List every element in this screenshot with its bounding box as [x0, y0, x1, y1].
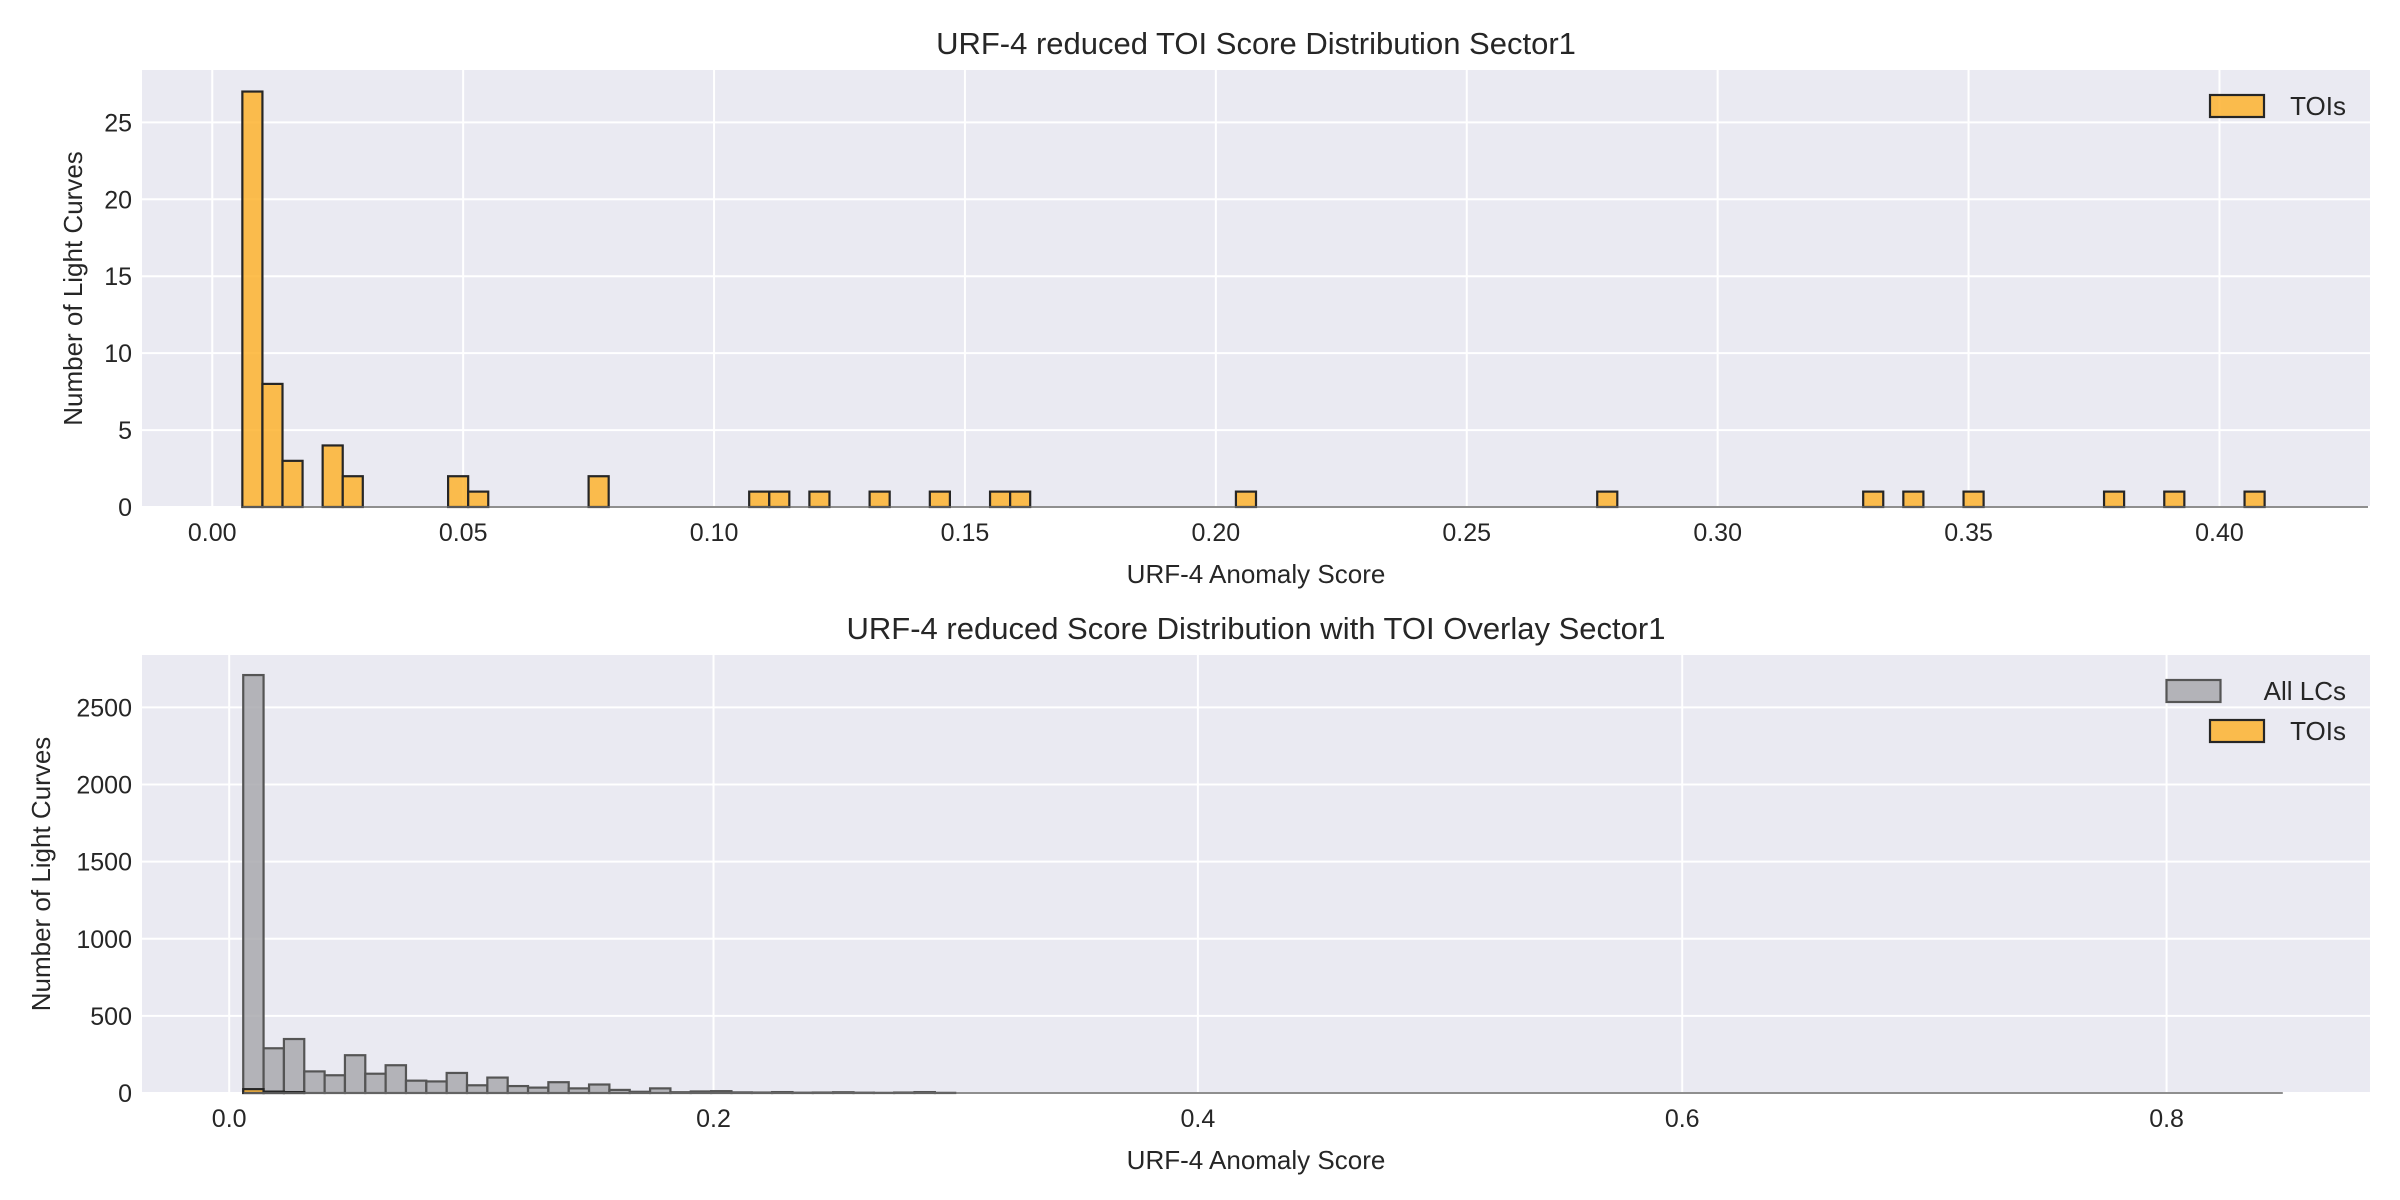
bar-tois [2243, 490, 2266, 509]
bars [241, 90, 2368, 509]
x-tick-label: 0.0 [212, 1105, 247, 1133]
x-tick-label: 0.35 [1944, 519, 1993, 547]
chart-panel-toi-distribution: 0.00 0.05 0.10 0.15 0.20 0.25 0.30 0.35 0.40 0 5 1… [58, 26, 2370, 589]
y-tick-label: 500 [90, 1003, 132, 1031]
legend-swatch [2208, 718, 2266, 744]
x-tick-labels: 0.00 0.05 0.10 0.15 0.20 0.25 0.30 0.35 0.40 [188, 519, 2244, 547]
chart-title: URF-4 reduced TOI Score Distribution Sec… [936, 26, 1576, 61]
x-tick-label: 0.30 [1693, 519, 1742, 547]
legend-label: All LCs [2264, 676, 2346, 706]
bar-all-lcs [587, 1083, 611, 1095]
bar-tois [768, 490, 791, 509]
bar-tois [868, 490, 891, 509]
y-tick-label: 20 [104, 186, 132, 214]
bar-all-lcs [282, 1037, 306, 1095]
bar-all-lcs [404, 1079, 428, 1095]
bars [242, 673, 2283, 1095]
y-tick-labels: 0 500 1000 1500 2000 2500 [76, 694, 132, 1108]
bar-tois [928, 490, 952, 509]
bar-tois [281, 459, 304, 509]
bar-all-lcs [384, 1064, 408, 1095]
bar-all-lcs [506, 1084, 530, 1095]
y-tick-labels: 0 5 10 15 20 25 [104, 109, 132, 522]
y-tick-label: 15 [104, 263, 132, 291]
legend-label: TOIs [2290, 716, 2346, 746]
x-tick-label: 0.15 [941, 519, 990, 547]
bar-all-lcs [262, 1047, 286, 1095]
legend: All LCs TOIs [2165, 676, 2346, 746]
bar-tois [1234, 490, 1258, 509]
bar-tois [748, 490, 771, 509]
bar-tois [1596, 490, 1619, 509]
y-tick-label: 25 [104, 109, 132, 137]
bar-all-lcs [486, 1076, 509, 1095]
bar-tois [1009, 490, 1032, 509]
bar-all-lcs [303, 1070, 326, 1095]
y-tick-label: 1000 [76, 926, 132, 954]
bar-tois [467, 490, 490, 509]
x-tick-label: 0.00 [188, 519, 237, 547]
bar-tois [1862, 490, 1885, 509]
bar-tois [2163, 490, 2186, 509]
bar-all-lcs [445, 1071, 469, 1095]
x-tick-label: 0.20 [1192, 519, 1241, 547]
chart-title: URF-4 reduced Score Distribution with TO… [847, 611, 1666, 646]
x-tick-label: 0.6 [1665, 1105, 1700, 1133]
y-axis-label: Number of Light Curves [58, 151, 88, 426]
legend-label: TOIs [2290, 91, 2346, 121]
x-tick-labels: 0.0 0.2 0.4 0.6 0.8 [212, 1105, 2184, 1133]
y-axis-label: Number of Light Curves [26, 737, 56, 1012]
bar-tois [1962, 490, 1985, 509]
x-tick-label: 0.25 [1442, 519, 1491, 547]
y-tick-label: 0 [118, 494, 132, 522]
y-tick-label: 1500 [76, 849, 132, 877]
x-axis-label: URF-4 Anomaly Score [1127, 1145, 1386, 1175]
y-tick-label: 2500 [76, 694, 132, 722]
x-tick-label: 0.4 [1180, 1105, 1215, 1133]
bar-tois [808, 490, 831, 509]
bar-tois [2102, 490, 2126, 509]
bar-tois [341, 475, 364, 509]
bar-all-lcs [364, 1072, 387, 1095]
bar-all-lcs [465, 1084, 489, 1095]
bar-tois [1902, 490, 1925, 509]
legend: TOIs [2208, 91, 2346, 121]
y-tick-label: 5 [118, 417, 132, 445]
y-tick-label: 0 [118, 1080, 132, 1108]
bar-tois [587, 475, 610, 509]
x-axis-label: URF-4 Anomaly Score [1127, 559, 1386, 589]
bar-all-lcs [343, 1054, 367, 1095]
bar-tois [241, 90, 264, 509]
y-tick-label: 10 [104, 340, 132, 368]
x-tick-label: 0.40 [2195, 519, 2244, 547]
bar-all-lcs [242, 673, 265, 1095]
legend-swatch [2165, 678, 2222, 704]
y-tick-label: 2000 [76, 772, 132, 800]
bar-all-lcs [425, 1080, 448, 1095]
x-tick-label: 0.8 [2149, 1105, 2184, 1133]
bar-all-lcs [323, 1074, 347, 1095]
chart-panel-overlay-distribution: 0.0 0.2 0.4 0.6 0.8 0 500 1000 1500 2000 2500 URF… [26, 611, 2370, 1175]
bar-tois [321, 444, 344, 509]
x-tick-label: 0.10 [690, 519, 739, 547]
x-tick-label: 0.2 [696, 1105, 731, 1133]
plot-background [142, 655, 2370, 1093]
bar-tois [261, 382, 284, 509]
bar-all-lcs [547, 1081, 570, 1095]
x-tick-label: 0.05 [439, 519, 488, 547]
legend-swatch [2208, 93, 2266, 119]
bar-all-lcs [526, 1086, 550, 1095]
plot-background [142, 70, 2370, 507]
bar-tois [446, 475, 470, 509]
bar-tois [988, 490, 1012, 509]
